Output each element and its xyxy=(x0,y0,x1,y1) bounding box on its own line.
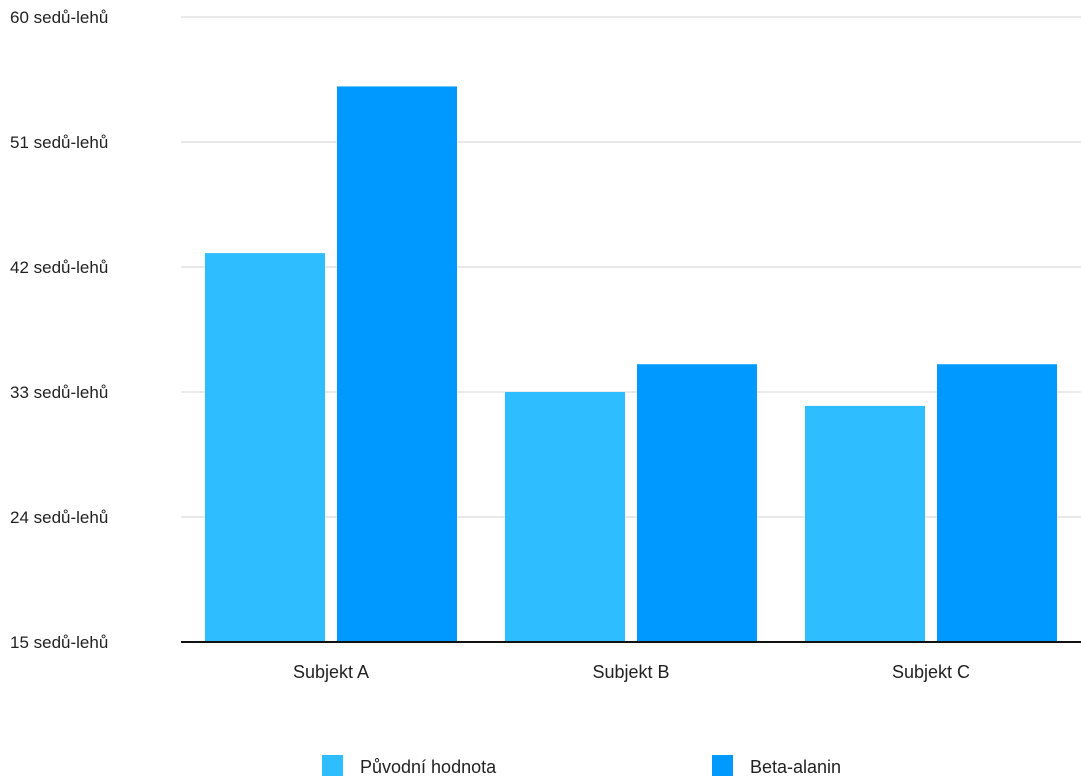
y-tick-label: 42 sedů-lehů xyxy=(10,258,108,277)
y-tick-label: 33 sedů-lehů xyxy=(10,383,108,402)
y-tick-label: 51 sedů-lehů xyxy=(10,133,108,152)
y-tick-label: 24 sedů-lehů xyxy=(10,508,108,527)
bar-beta-alanin-3 xyxy=(937,364,1057,642)
y-tick-label: 60 sedů-lehů xyxy=(10,8,108,27)
bar-puvodni-hodnota-2 xyxy=(505,392,625,642)
bar-beta-alanin-1 xyxy=(337,86,457,642)
legend-swatch xyxy=(322,755,343,776)
bars xyxy=(205,86,1057,642)
x-category-label: Subjekt C xyxy=(892,662,970,682)
gridlines xyxy=(181,16,1081,518)
bar-puvodni-hodnota-3 xyxy=(805,405,925,642)
legend-label: Beta-alanin xyxy=(750,757,841,777)
legend-swatch xyxy=(712,755,733,776)
x-category-label: Subjekt A xyxy=(293,662,369,682)
x-category-label: Subjekt B xyxy=(592,662,669,682)
y-tick-label: 15 sedů-lehů xyxy=(10,633,108,652)
x-axis-category-labels: Subjekt A Subjekt B Subjekt C xyxy=(293,662,970,682)
legend-label: Původní hodnota xyxy=(360,757,497,777)
bar-beta-alanin-2 xyxy=(637,364,757,642)
y-axis-tick-labels: 15 sedů-lehů 24 sedů-lehů 33 sedů-lehů 42 s… xyxy=(10,8,108,652)
legend: Původní hodnota Beta-alanin xyxy=(322,755,841,777)
bar-puvodni-hodnota-1 xyxy=(205,253,325,642)
